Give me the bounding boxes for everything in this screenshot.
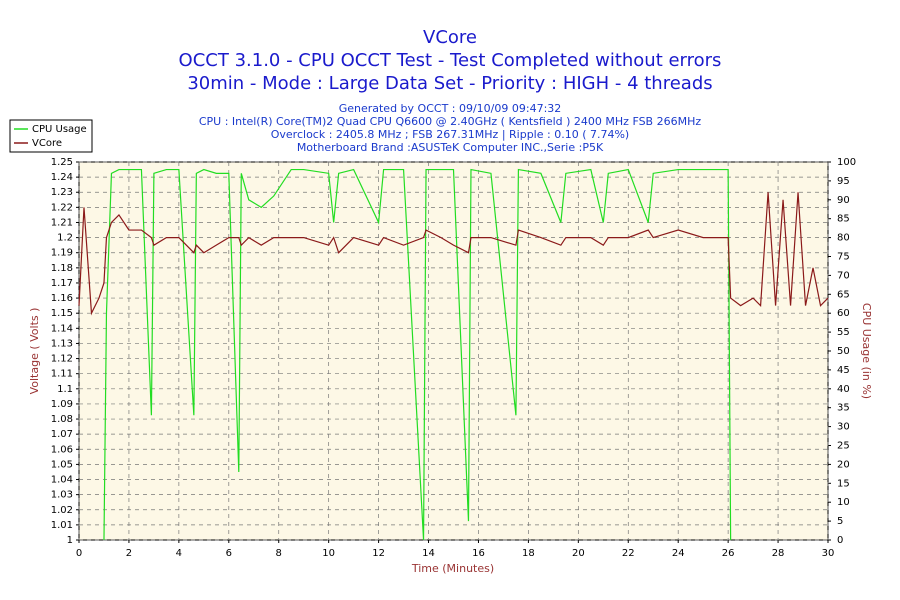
y2-tick-label: 45 bbox=[837, 365, 850, 376]
y-tick-label: 1.07 bbox=[51, 429, 73, 440]
y2-tick-label: 20 bbox=[837, 459, 850, 470]
info-line: Motherboard Brand :ASUSTeK Computer INC.… bbox=[297, 141, 604, 154]
y-tick-label: 1 bbox=[67, 535, 73, 546]
y-tick-label: 1.19 bbox=[51, 248, 73, 259]
y-tick-label: 1.25 bbox=[51, 157, 73, 168]
x-tick-label: 14 bbox=[422, 548, 435, 559]
y-axis-title: Voltage ( Volts ) bbox=[28, 308, 41, 395]
x-tick-label: 6 bbox=[226, 548, 232, 559]
y2-tick-label: 5 bbox=[837, 516, 843, 527]
x-tick-label: 4 bbox=[176, 548, 182, 559]
y-tick-label: 1.1 bbox=[57, 384, 73, 395]
x-tick-label: 10 bbox=[322, 548, 335, 559]
y-tick-label: 1.13 bbox=[51, 338, 73, 349]
x-tick-label: 30 bbox=[822, 548, 835, 559]
legend-label: VCore bbox=[32, 138, 62, 149]
y2-tick-label: 35 bbox=[837, 403, 850, 414]
x-tick-label: 0 bbox=[76, 548, 82, 559]
y2-tick-label: 10 bbox=[837, 497, 850, 508]
y-tick-label: 1.05 bbox=[51, 459, 73, 470]
info-line: Overclock : 2405.8 MHz ; FSB 267.31MHz |… bbox=[271, 128, 629, 141]
y-tick-label: 1.14 bbox=[51, 323, 73, 334]
y2-tick-label: 55 bbox=[837, 327, 850, 338]
legend-label: CPU Usage bbox=[32, 124, 87, 135]
y2-tick-label: 65 bbox=[837, 289, 850, 300]
y2-tick-label: 100 bbox=[837, 157, 856, 168]
y-tick-label: 1.02 bbox=[51, 505, 73, 516]
y-tick-label: 1.04 bbox=[51, 475, 73, 486]
x-tick-label: 12 bbox=[372, 548, 385, 559]
y-tick-label: 1.21 bbox=[51, 217, 73, 228]
y-tick-label: 1.18 bbox=[51, 263, 73, 274]
chart-subtitle: OCCT 3.1.0 - CPU OCCT Test - Test Comple… bbox=[179, 50, 722, 71]
x-tick-label: 2 bbox=[126, 548, 132, 559]
series-line bbox=[78, 192, 829, 316]
y2-tick-label: 95 bbox=[837, 176, 850, 187]
y-tick-label: 1.24 bbox=[51, 172, 73, 183]
y-tick-label: 1.22 bbox=[51, 202, 73, 213]
x-tick-label: 28 bbox=[772, 548, 785, 559]
x-tick-label: 18 bbox=[522, 548, 535, 559]
y-tick-label: 1.15 bbox=[51, 308, 73, 319]
chart-title: VCore bbox=[423, 27, 477, 48]
series-line bbox=[103, 168, 732, 541]
y-tick-label: 1.06 bbox=[51, 444, 73, 455]
y-tick-label: 1.12 bbox=[51, 354, 73, 365]
y-tick-label: 1.08 bbox=[51, 414, 73, 425]
info-line: CPU : Intel(R) Core(TM)2 Quad CPU Q6600 … bbox=[199, 115, 701, 128]
y-tick-label: 1.03 bbox=[51, 490, 73, 501]
y-tick-label: 1.17 bbox=[51, 278, 73, 289]
y-tick-label: 1.16 bbox=[51, 293, 73, 304]
x-tick-label: 24 bbox=[672, 548, 685, 559]
x-tick-label: 20 bbox=[572, 548, 585, 559]
x-axis-title: Time (Minutes) bbox=[411, 562, 494, 575]
y-tick-label: 1.09 bbox=[51, 399, 73, 410]
x-tick-label: 22 bbox=[622, 548, 635, 559]
y-tick-label: 1.2 bbox=[57, 233, 73, 244]
y2-tick-label: 25 bbox=[837, 441, 850, 452]
y-tick-label: 1.23 bbox=[51, 187, 73, 198]
plot-area bbox=[78, 161, 829, 541]
y2-tick-label: 90 bbox=[837, 195, 850, 206]
y2-tick-label: 40 bbox=[837, 384, 850, 395]
y2-tick-label: 70 bbox=[837, 270, 850, 281]
y2-tick-label: 15 bbox=[837, 478, 850, 489]
y2-tick-label: 60 bbox=[837, 308, 850, 319]
y2-tick-label: 50 bbox=[837, 346, 850, 357]
y2-tick-label: 85 bbox=[837, 214, 850, 225]
y2-axis-title: CPU Usage (in %) bbox=[860, 303, 873, 399]
info-line: Generated by OCCT : 09/10/09 09:47:32 bbox=[339, 102, 562, 115]
y2-tick-label: 75 bbox=[837, 252, 850, 263]
chart-subtitle: 30min - Mode : Large Data Set - Priority… bbox=[187, 73, 712, 94]
y-tick-label: 1.11 bbox=[51, 369, 73, 380]
x-tick-label: 8 bbox=[276, 548, 282, 559]
x-tick-label: 16 bbox=[472, 548, 485, 559]
y-tick-label: 1.01 bbox=[51, 520, 73, 531]
x-tick-label: 26 bbox=[722, 548, 735, 559]
y2-tick-label: 80 bbox=[837, 233, 850, 244]
y2-tick-label: 30 bbox=[837, 422, 850, 433]
y2-tick-label: 0 bbox=[837, 535, 843, 546]
legend bbox=[9, 119, 93, 153]
